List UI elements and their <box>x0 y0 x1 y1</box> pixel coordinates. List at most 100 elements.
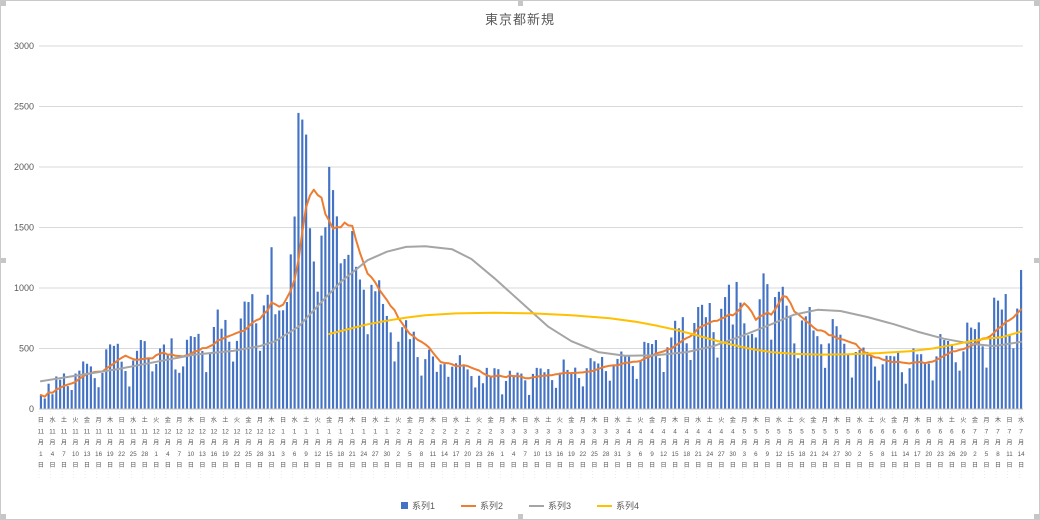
svg-text:1500: 1500 <box>14 223 34 233</box>
chart-title: 東京都新規 <box>484 12 555 27</box>
selection-handle[interactable] <box>1 514 6 519</box>
legend-item-series2[interactable]: 系列2 <box>460 499 503 512</box>
legend-swatch-line-icon <box>597 504 613 507</box>
line-series2[interactable] <box>39 188 1023 398</box>
legend-label-series4: 系列4 <box>616 501 640 511</box>
legend-label-series3: 系列3 <box>548 501 572 511</box>
x-label-separators <box>38 411 1020 480</box>
svg-text:3000: 3000 <box>14 41 34 51</box>
selection-handle[interactable] <box>1034 258 1039 263</box>
selection-handle[interactable] <box>1034 1 1039 6</box>
legend-swatch-line-icon <box>460 504 476 507</box>
svg-text:500: 500 <box>19 344 34 354</box>
line-series4[interactable] <box>328 311 1023 356</box>
legend-label-series2: 系列2 <box>479 501 503 511</box>
legend-item-series1[interactable]: 系列1 <box>400 499 435 512</box>
svg-text:1000: 1000 <box>14 283 34 293</box>
selection-handle[interactable] <box>1034 514 1039 519</box>
svg-text:0: 0 <box>29 404 34 414</box>
line-series3[interactable] <box>39 245 1023 383</box>
y-axis-labels: 0 500 1000 1500 2000 2500 3000 <box>14 41 34 414</box>
legend-item-series3[interactable]: 系列3 <box>529 499 571 512</box>
bars-series1[interactable] <box>39 112 1023 409</box>
legend-swatch-line-icon <box>529 504 544 507</box>
selection-handle[interactable] <box>518 514 523 519</box>
svg-text:2500: 2500 <box>14 102 34 112</box>
svg-text:2000: 2000 <box>14 162 34 172</box>
selection-handle[interactable] <box>1 258 6 263</box>
selection-handle[interactable] <box>1 1 6 6</box>
legend-item-series4[interactable]: 系列4 <box>597 499 639 512</box>
legend: 系列1 系列2 系列3 系列4 <box>1 499 1039 512</box>
selection-handle[interactable] <box>518 1 523 6</box>
legend-label-series1: 系列1 <box>411 501 435 511</box>
legend-swatch-bar-icon <box>400 502 408 509</box>
